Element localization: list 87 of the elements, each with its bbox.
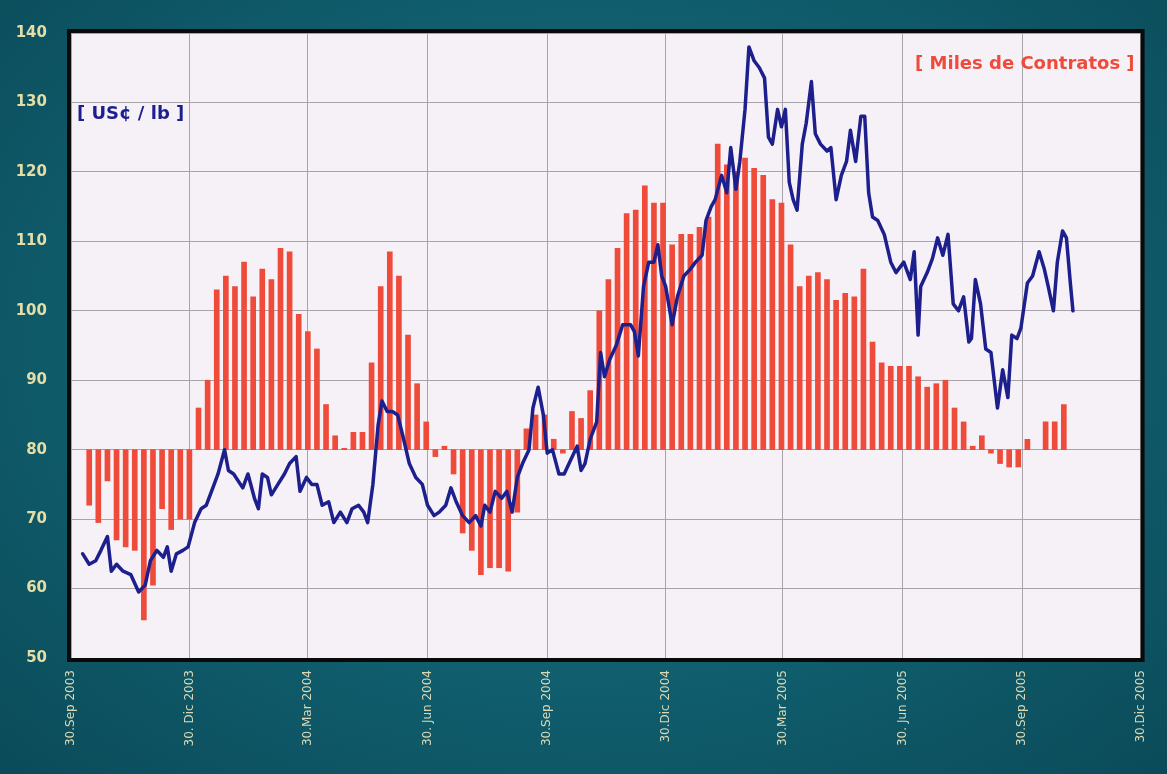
bar (578, 418, 584, 450)
text: [ Miles de Contratos ] (915, 51, 1135, 73)
y-tick-label: 110 (15, 231, 47, 250)
bar (842, 293, 849, 450)
bar (131, 449, 138, 551)
bar (569, 411, 575, 450)
bar (760, 175, 767, 450)
bar (468, 449, 475, 551)
bar (423, 421, 430, 450)
y-tick-label: 130 (15, 92, 47, 111)
y-tick-label: 70 (26, 509, 47, 527)
bar (95, 449, 102, 523)
y-tick-label: 120 (15, 161, 47, 180)
x-tick-label: 30. Jun 2004 (419, 670, 434, 747)
bar (405, 334, 411, 450)
bar (560, 449, 566, 454)
bar (714, 143, 721, 450)
bar (213, 289, 220, 450)
bar (141, 449, 147, 621)
x-tick-label: 30.Sep 2004 (539, 670, 554, 747)
bar (314, 348, 320, 450)
bar (632, 209, 639, 450)
bar (550, 438, 557, 450)
x-tick-label: 30.Dic 2004 (657, 670, 672, 743)
bar (487, 449, 493, 569)
bar (396, 275, 402, 450)
text: [ US¢ / lb ] (77, 101, 185, 123)
bar (678, 234, 685, 450)
bar (751, 168, 757, 450)
x-tick-label: 30.Mar 2004 (299, 670, 314, 747)
bar (969, 445, 976, 450)
bar (232, 286, 238, 450)
bar (723, 164, 730, 450)
bar (250, 296, 256, 450)
bar (177, 449, 184, 520)
bar (815, 272, 821, 450)
bar (997, 449, 1003, 464)
bar (223, 275, 229, 450)
bar (241, 261, 247, 450)
bar (323, 404, 329, 450)
x-tick-label: 30. Jun 2005 (894, 670, 909, 747)
bar (86, 449, 93, 506)
bar (824, 279, 830, 450)
bar (496, 449, 502, 569)
bar (651, 202, 657, 450)
bar (887, 366, 894, 450)
x-tick-label: 30.Sep 2003 (63, 670, 78, 747)
y-tick-label: 50 (26, 647, 47, 666)
bar (669, 244, 675, 450)
bar (1061, 404, 1067, 450)
bar (988, 449, 994, 454)
bar (979, 435, 985, 450)
y-tick-label: 140 (15, 22, 47, 41)
bar (924, 386, 931, 450)
bar (796, 286, 803, 450)
bar (906, 366, 912, 450)
bar (805, 275, 812, 450)
bar (742, 157, 748, 450)
x-tick-label: 30.Mar 2005 (774, 670, 789, 747)
y-tick-label: 100 (15, 300, 47, 319)
bar (915, 376, 921, 450)
bar (833, 300, 839, 450)
y-tick-label: 90 (26, 370, 47, 389)
bar (304, 331, 311, 450)
bar (341, 447, 348, 450)
bar (1006, 449, 1013, 468)
bar (159, 449, 165, 510)
bar (414, 383, 420, 450)
bar (295, 313, 302, 450)
bar (332, 435, 338, 450)
y-tick-label: 80 (26, 439, 47, 458)
bar (897, 366, 903, 450)
x-tick-label: 30.Sep 2005 (1014, 670, 1029, 747)
bar (933, 383, 940, 450)
bar (642, 185, 648, 450)
bar (259, 268, 266, 450)
bar (168, 449, 175, 530)
bar (386, 251, 393, 450)
bar (660, 202, 666, 450)
x-tick-label: 30. Dic 2003 (181, 670, 196, 747)
bar (505, 449, 512, 572)
bar (1015, 449, 1022, 468)
bar (1051, 421, 1058, 450)
bar (150, 449, 156, 586)
bar (432, 449, 439, 457)
y-tick-label: 60 (26, 578, 47, 597)
x-tick-label: 30.Dic 2005 (1132, 670, 1147, 743)
